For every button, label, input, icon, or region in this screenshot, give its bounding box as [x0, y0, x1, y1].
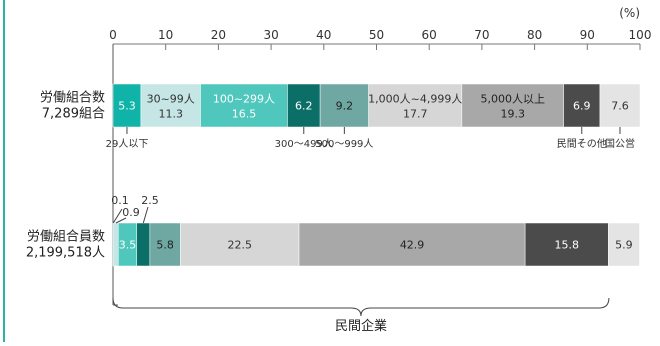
- segment-value: 11.3: [158, 108, 183, 121]
- tick-label: 100: [629, 28, 652, 42]
- segment-value: 5.9: [615, 239, 633, 252]
- unit-label: (%): [619, 6, 640, 20]
- bracket-line: [112, 297, 610, 317]
- segment-value: 5.3: [118, 100, 136, 113]
- callout-label: 国公営: [605, 137, 635, 150]
- segment-value: 19.3: [500, 108, 525, 121]
- bar-segment: [298, 222, 526, 267]
- bar-label-line2: 7,289組合: [42, 107, 105, 122]
- callout-label: 0.1: [111, 194, 129, 207]
- bar-label-line1: 労働組合員数: [27, 230, 105, 245]
- bar-segment: [113, 222, 119, 267]
- segment-value: 3.5: [119, 239, 137, 252]
- segment-value: 22.5: [227, 239, 252, 252]
- bar-segment: [180, 222, 300, 267]
- tick-label: 60: [422, 28, 437, 42]
- callout-label: 300〜499人: [275, 138, 333, 150]
- segment-value: 42.9: [400, 239, 425, 252]
- tick-label: 40: [316, 28, 331, 42]
- bar-segment: [200, 83, 288, 128]
- bar-segment: [563, 83, 601, 128]
- bar-segment: [140, 83, 201, 128]
- tick-label: 30: [263, 28, 278, 42]
- segment-value: 7.6: [611, 100, 629, 113]
- bar-segment: [136, 222, 151, 267]
- segment-value: 16.5: [232, 108, 257, 121]
- segment-value: 9.2: [336, 100, 354, 113]
- tick-label: 70: [474, 28, 489, 42]
- tick-label: 20: [211, 28, 226, 42]
- bar-segment: [319, 83, 369, 128]
- bar-segment: [149, 222, 181, 267]
- tick-label: 0: [109, 28, 117, 42]
- segment-value: 6.2: [295, 100, 313, 113]
- callout-label: 500〜999人: [315, 138, 373, 150]
- segment-label: 100~299人: [213, 93, 275, 106]
- bar-segment: [461, 83, 564, 128]
- segment-label: 1,000人~4,999人: [368, 93, 462, 106]
- callout-line: [115, 217, 127, 224]
- bar-segment: [599, 83, 641, 128]
- callout-line: [112, 208, 123, 224]
- tick-label: 80: [527, 28, 542, 42]
- callout-line: [142, 206, 149, 224]
- callout-label: 0.9: [122, 206, 140, 219]
- bar-segment: [608, 222, 640, 267]
- bar-label-line2: 2,199,518人: [26, 246, 105, 261]
- callout-label: 民間その他: [557, 137, 607, 150]
- bar-segment: [368, 83, 463, 128]
- callout-label: 2.5: [141, 194, 159, 207]
- callout-label: 29人以下: [106, 138, 149, 150]
- tick-label: 50: [369, 28, 384, 42]
- segment-value: 17.7: [403, 108, 428, 121]
- tick-label: 90: [580, 28, 595, 42]
- bar-label-line1: 労働組合数: [40, 91, 105, 106]
- segment-label: 5,000人以上: [480, 93, 545, 106]
- segment-value: 6.9: [573, 100, 591, 113]
- segment-value: 5.8: [156, 239, 174, 252]
- bracket-label: 民間企業: [335, 318, 387, 334]
- bar-segment: [112, 83, 142, 128]
- segment-label: 30~99人: [147, 93, 195, 106]
- bar-segment: [524, 222, 609, 267]
- segment-value: 15.8: [554, 239, 579, 252]
- tick-label: 10: [158, 28, 173, 42]
